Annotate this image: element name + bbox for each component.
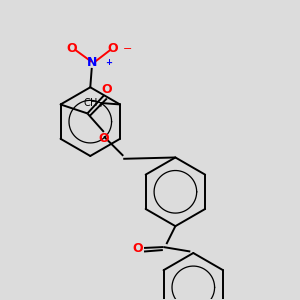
Text: $\mathregular{O}$: $\mathregular{O}$ bbox=[66, 42, 78, 55]
Text: O: O bbox=[101, 83, 112, 96]
Text: $-$: $-$ bbox=[122, 42, 132, 52]
Text: CH$_3$: CH$_3$ bbox=[83, 96, 103, 110]
Text: $\mathregular{N}$: $\mathregular{N}$ bbox=[86, 56, 98, 69]
Text: +: + bbox=[105, 58, 112, 67]
Text: O: O bbox=[99, 132, 110, 145]
Text: O: O bbox=[133, 242, 143, 255]
Text: $\mathregular{O}$: $\mathregular{O}$ bbox=[107, 42, 119, 55]
